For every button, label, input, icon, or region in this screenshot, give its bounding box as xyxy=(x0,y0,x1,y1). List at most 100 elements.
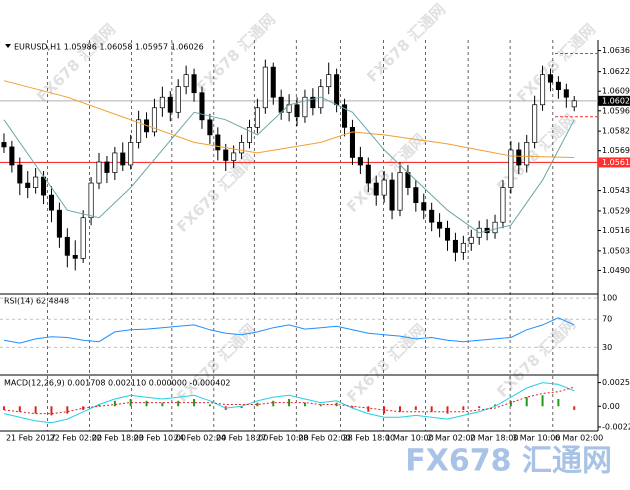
candle-body xyxy=(532,104,538,143)
candle-body xyxy=(373,182,379,196)
candle-body xyxy=(1,142,7,148)
x-tick-label: 21 Feb 2017 xyxy=(6,434,56,443)
candle-body xyxy=(223,149,229,161)
candle-body xyxy=(437,221,443,229)
macd-tick-label: 0.00 xyxy=(602,402,620,411)
candle-body xyxy=(547,74,554,83)
moving-average xyxy=(3,96,575,234)
candle-body xyxy=(389,179,395,211)
candle-body xyxy=(112,152,118,173)
y-tick-label: 1.05825 xyxy=(602,127,630,136)
rsi-label: RSI(14) 62.4848 xyxy=(4,297,69,306)
candle-body xyxy=(381,179,387,196)
candle-body xyxy=(17,164,23,184)
candle-body xyxy=(167,96,173,113)
y-tick-label: 1.06090 xyxy=(602,87,630,96)
y-tick-label: 1.05165 xyxy=(602,226,630,235)
candle-body xyxy=(128,142,134,166)
y-tick-label: 1.05695 xyxy=(602,146,630,155)
candle-body xyxy=(262,66,268,109)
x-tick-label: 24 Feb 18:00 xyxy=(216,434,268,443)
candle-body xyxy=(563,89,569,98)
candle-body xyxy=(278,96,284,113)
x-tick-label: 22 Feb 18:00 xyxy=(92,434,144,443)
rsi-tick-label: 30 xyxy=(602,343,612,352)
x-tick-label: 24 Feb 02:00 xyxy=(174,434,226,443)
support-box xyxy=(598,157,630,168)
candle-body xyxy=(48,194,55,211)
x-tick-label: 6 Mar 02:00 xyxy=(555,434,603,443)
candle-body xyxy=(254,107,260,128)
y-tick-label: 1.06220 xyxy=(602,67,630,76)
symbol-icon xyxy=(5,44,11,48)
x-tick-label: 2 Mar 18:00 xyxy=(470,434,518,443)
rsi-line xyxy=(3,317,575,344)
x-tick-label: 3 Mar 10:00 xyxy=(512,434,560,443)
x-tick-label: 2 Mar 02:00 xyxy=(427,434,475,443)
candle-body xyxy=(64,236,70,256)
macd-label: MACD(12,26,9) 0.001708 0.002110 0.000000… xyxy=(4,379,231,388)
candle-body xyxy=(429,209,435,223)
macd-tick-label: -0.002264 xyxy=(602,422,630,431)
candle-body xyxy=(326,74,332,88)
candle-body xyxy=(357,157,363,166)
candle-body xyxy=(555,81,561,91)
x-tick-label: 28 Feb 18:00 xyxy=(343,434,395,443)
candle-body xyxy=(207,119,213,136)
rsi-tick-label: 70 xyxy=(602,315,612,324)
x-tick-label: 1 Mar 10:00 xyxy=(385,434,433,443)
candle-body xyxy=(516,149,522,166)
candle-body xyxy=(120,152,126,166)
candle-body xyxy=(397,172,403,211)
y-tick-label: 1.06360 xyxy=(602,46,630,55)
candle-body xyxy=(508,149,514,188)
candle-body xyxy=(540,74,546,106)
candle-body xyxy=(175,86,181,113)
candle-body xyxy=(413,187,419,203)
y-tick-label: 1.05430 xyxy=(602,186,630,195)
candle-body xyxy=(460,242,466,253)
candle-body xyxy=(183,74,189,88)
candle-body xyxy=(80,217,86,259)
candle-body xyxy=(405,172,411,188)
macd-signal-line xyxy=(3,386,575,415)
candle-body xyxy=(349,126,355,158)
candle-body xyxy=(334,74,340,106)
x-tick-label: 28 Feb 02:00 xyxy=(298,434,350,443)
candle-body xyxy=(136,119,142,143)
candle-body xyxy=(421,202,427,211)
candle-body xyxy=(88,182,94,219)
x-tick-label: 22 Feb 02:00 xyxy=(50,434,102,443)
logo: FX678 汇通网 xyxy=(405,444,612,479)
candle-body xyxy=(492,221,498,234)
candle-body xyxy=(25,182,31,188)
candle-body xyxy=(270,66,276,98)
candle-body xyxy=(191,74,197,94)
candle-body xyxy=(246,126,253,143)
y-tick-label: 1.05960 xyxy=(602,106,630,115)
moving-average xyxy=(3,80,575,158)
candle-body xyxy=(444,227,451,241)
macd-tick-label: 0.002597 xyxy=(602,378,630,387)
candle-body xyxy=(215,134,221,151)
x-tick-label: 27 Feb 10:00 xyxy=(256,434,308,443)
candle-body xyxy=(159,96,165,109)
candle-body xyxy=(72,255,78,259)
y-tick-label: 1.05295 xyxy=(602,206,630,215)
candle-body xyxy=(41,176,47,196)
candle-body xyxy=(571,100,577,108)
candle-body xyxy=(9,146,15,166)
rsi-tick-label: 100 xyxy=(602,294,617,303)
candle-body xyxy=(524,142,530,166)
candle-body xyxy=(104,161,110,173)
candle-body xyxy=(199,92,205,121)
candle-body xyxy=(33,176,39,188)
support-label: 1.05617 xyxy=(602,158,630,167)
y-tick-label: 1.05030 xyxy=(602,246,630,255)
candle-body xyxy=(56,209,62,238)
candle-body xyxy=(310,96,316,109)
candle-body xyxy=(500,187,506,223)
candle-body xyxy=(294,104,300,118)
